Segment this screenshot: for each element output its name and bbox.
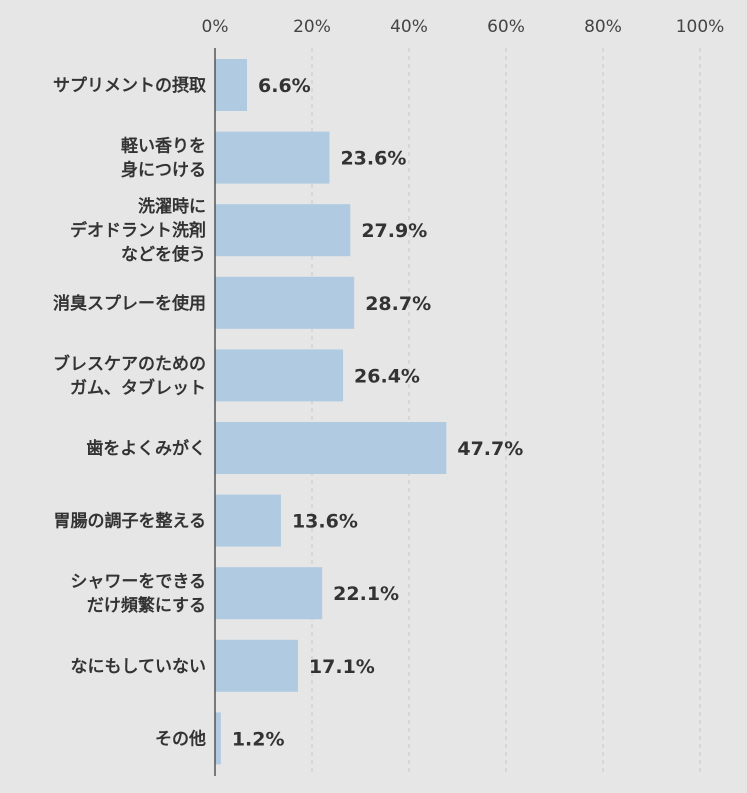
value-label: 22.1% (333, 583, 399, 605)
category-label: 歯をよくみがく (86, 438, 206, 459)
bar (215, 422, 447, 474)
category-label-line: ブレスケアのための (53, 353, 206, 374)
value-labels: 6.6% 23.6% 27.9% 28.7% 26.4% 47.7% 13.6% 22.1% 1… (232, 75, 523, 750)
bar (215, 59, 248, 111)
bar (215, 639, 298, 692)
category-label-line: サプリメントの摂取 (53, 75, 206, 96)
category-label: その他 (155, 728, 206, 749)
category-label-line: 歯をよくみがく (86, 438, 206, 459)
value-label: 17.1% (309, 656, 375, 678)
category-labels: サプリメントの摂取軽い香りを身につける洗濯時にデオドラント洗剤などを使う消臭スプ… (53, 75, 206, 749)
bar (215, 494, 281, 547)
category-label: 洗濯時にデオドラント洗剤などを使う (70, 196, 206, 265)
category-label-line: 胃腸の調子を整える (54, 511, 207, 532)
category-label: 消臭スプレーを使用 (53, 293, 206, 314)
category-label-line: シャワーをできる (70, 572, 206, 592)
category-label: 軽い香りを身につける (121, 136, 206, 181)
category-label-line: 消臭スプレーを使用 (53, 293, 206, 314)
category-label: なにもしていない (71, 657, 207, 677)
value-label: 47.7% (457, 438, 523, 460)
bar (215, 204, 351, 257)
category-label-line: 身につける (121, 160, 206, 181)
category-label-line: ガム、タブレット (70, 377, 206, 398)
bar (215, 567, 323, 620)
category-label-line: その他 (155, 728, 206, 749)
x-tick-label: 100% (676, 17, 725, 37)
x-tick-label: 80% (584, 17, 622, 37)
value-label: 23.6% (340, 148, 406, 170)
bar (215, 712, 221, 765)
bar (215, 349, 344, 402)
x-tick-label: 40% (390, 17, 428, 37)
value-label: 26.4% (354, 365, 420, 387)
category-label: 胃腸の調子を整える (54, 511, 207, 532)
x-tick-label: 0% (202, 17, 229, 37)
category-label-line: デオドラント洗剤 (70, 220, 206, 241)
value-label: 1.2% (232, 728, 285, 750)
value-label: 6.6% (258, 75, 311, 97)
x-tick-label: 20% (293, 17, 331, 37)
bar (215, 131, 330, 184)
x-tick-label: 60% (487, 17, 525, 37)
bars (215, 59, 447, 765)
category-label: シャワーをできるだけ頻繁にする (70, 572, 206, 616)
bar (215, 276, 355, 329)
value-label: 28.7% (365, 293, 431, 315)
category-label-line: などを使う (121, 244, 206, 265)
category-label-line: 洗濯時に (138, 196, 206, 217)
value-label: 13.6% (292, 511, 358, 533)
category-label: サプリメントの摂取 (53, 75, 206, 96)
category-label-line: なにもしていない (71, 657, 207, 677)
x-axis-tick-labels: 0% 20% 40% 60% 80% 100% (202, 17, 725, 37)
category-label: ブレスケアのためのガム、タブレット (53, 353, 206, 398)
value-label: 27.9% (361, 220, 427, 242)
category-label-line: だけ頻繁にする (87, 595, 206, 616)
category-label-line: 軽い香りを (121, 136, 206, 157)
